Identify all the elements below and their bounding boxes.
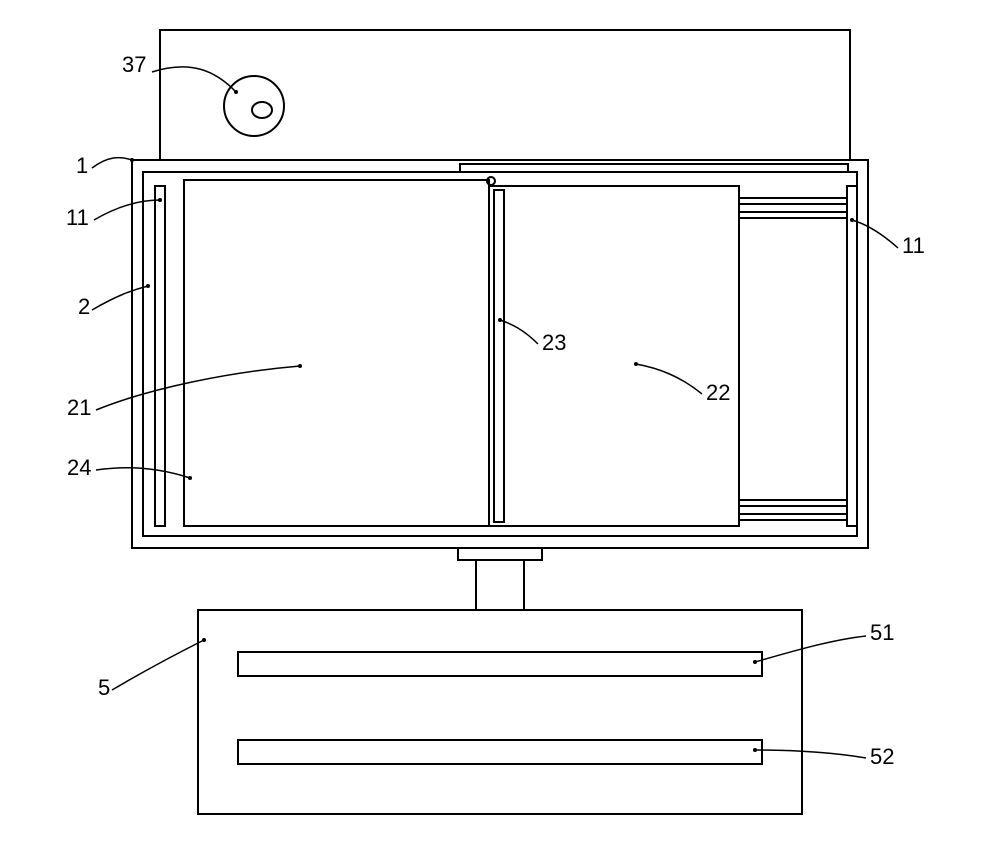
ref-52-label: 52 (870, 744, 894, 769)
ref-5-leader (112, 640, 204, 690)
right-slot (847, 186, 857, 526)
ref-11-left-leader (94, 200, 160, 220)
knob-inner-icon (252, 102, 272, 118)
left-slot (155, 186, 165, 526)
ref-1-tip-icon (130, 158, 134, 162)
base-box (198, 610, 802, 814)
right-rail-3 (739, 514, 847, 520)
ref-23-label: 23 (542, 330, 566, 355)
right-rail-1 (739, 212, 847, 218)
right-door (489, 186, 739, 526)
ref-22-tip-icon (634, 362, 638, 366)
ref-11-left-tip-icon (158, 198, 162, 202)
ref-5-label: 5 (98, 675, 110, 700)
base-slot-52 (238, 740, 762, 764)
ref-11-left-label: 11 (66, 205, 89, 230)
ref-24-label: 24 (67, 455, 91, 480)
right-rail-0 (739, 198, 847, 204)
ref-51-label: 51 (870, 620, 894, 645)
mount-stem (476, 560, 524, 610)
ref-52-leader (755, 750, 866, 758)
ref-37-leader (152, 67, 236, 92)
ref-23-tip-icon (498, 318, 502, 322)
base-slot-51 (238, 652, 762, 676)
right-rail-2 (739, 500, 847, 506)
ref-2-tip-icon (146, 284, 150, 288)
ref-2-label: 2 (78, 294, 90, 319)
top-track (460, 164, 848, 172)
ref-2-leader (92, 286, 148, 310)
ref-37-tip-icon (234, 90, 238, 94)
ref-11-right-label: 11 (902, 233, 925, 258)
ref-51-tip-icon (753, 660, 757, 664)
ref-37-label: 37 (122, 52, 146, 77)
ref-52-tip-icon (753, 748, 757, 752)
ref-24-tip-icon (188, 476, 192, 480)
ref-1-label: 1 (76, 153, 88, 178)
ref-22-label: 22 (706, 380, 730, 405)
ref-1-leader (92, 158, 132, 168)
ref-5-tip-icon (202, 638, 206, 642)
ref-11-right-leader (852, 220, 898, 248)
ref-21-tip-icon (298, 364, 302, 368)
left-door (184, 180, 489, 526)
ref-11-right-tip-icon (850, 218, 854, 222)
ref-51-leader (755, 636, 866, 662)
ref-21-label: 21 (67, 395, 91, 420)
mount-top (458, 548, 542, 560)
top-box (160, 30, 850, 160)
